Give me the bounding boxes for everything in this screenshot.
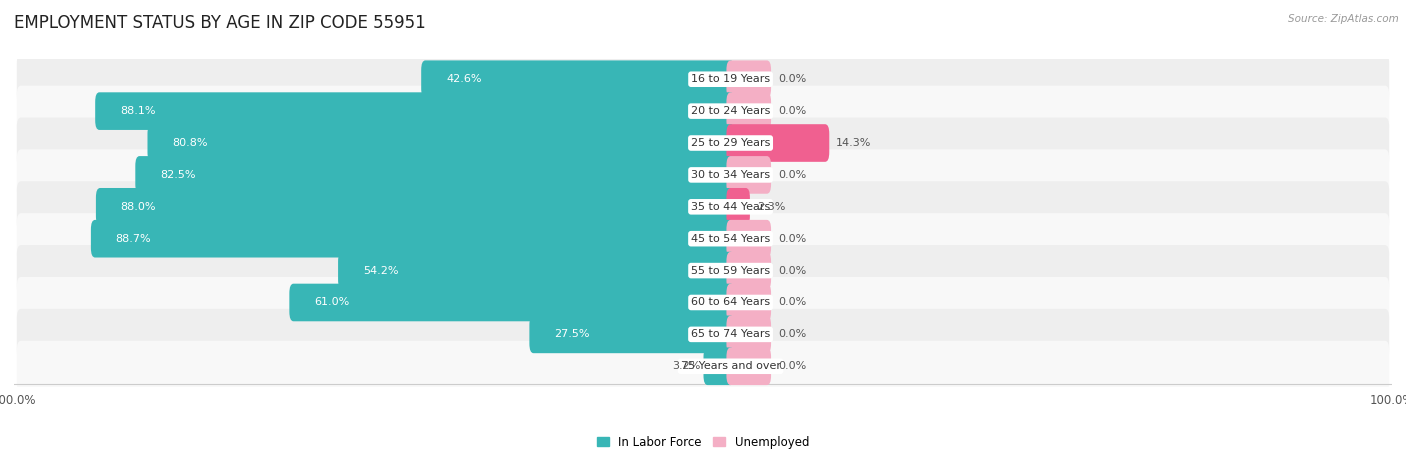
FancyBboxPatch shape — [96, 92, 735, 130]
FancyBboxPatch shape — [727, 284, 770, 321]
Text: 88.7%: 88.7% — [115, 234, 152, 244]
Text: 45 to 54 Years: 45 to 54 Years — [690, 234, 770, 244]
Text: 0.0%: 0.0% — [778, 329, 806, 339]
Text: 30 to 34 Years: 30 to 34 Years — [690, 170, 770, 180]
FancyBboxPatch shape — [17, 245, 1389, 296]
Text: 3.2%: 3.2% — [672, 361, 700, 371]
Text: 80.8%: 80.8% — [173, 138, 208, 148]
FancyBboxPatch shape — [135, 156, 735, 194]
FancyBboxPatch shape — [727, 92, 770, 130]
FancyBboxPatch shape — [17, 86, 1389, 137]
Text: 14.3%: 14.3% — [837, 138, 872, 148]
FancyBboxPatch shape — [703, 347, 735, 385]
FancyBboxPatch shape — [727, 188, 749, 225]
Text: 54.2%: 54.2% — [363, 266, 398, 275]
FancyBboxPatch shape — [337, 252, 735, 289]
Text: 88.0%: 88.0% — [121, 202, 156, 212]
FancyBboxPatch shape — [17, 213, 1389, 264]
Text: 0.0%: 0.0% — [778, 297, 806, 307]
Text: 0.0%: 0.0% — [778, 361, 806, 371]
Text: 16 to 19 Years: 16 to 19 Years — [690, 74, 770, 84]
Text: 27.5%: 27.5% — [554, 329, 589, 339]
FancyBboxPatch shape — [727, 347, 770, 385]
Text: 0.0%: 0.0% — [778, 74, 806, 84]
Text: 0.0%: 0.0% — [778, 234, 806, 244]
FancyBboxPatch shape — [17, 309, 1389, 360]
Text: 65 to 74 Years: 65 to 74 Years — [690, 329, 770, 339]
Text: 35 to 44 Years: 35 to 44 Years — [690, 202, 770, 212]
FancyBboxPatch shape — [290, 284, 735, 321]
FancyBboxPatch shape — [530, 315, 735, 353]
FancyBboxPatch shape — [727, 315, 770, 353]
FancyBboxPatch shape — [148, 124, 735, 162]
Text: 2.3%: 2.3% — [756, 202, 785, 212]
Text: Source: ZipAtlas.com: Source: ZipAtlas.com — [1288, 14, 1399, 23]
FancyBboxPatch shape — [727, 124, 830, 162]
Text: 0.0%: 0.0% — [778, 266, 806, 275]
Legend: In Labor Force, Unemployed: In Labor Force, Unemployed — [592, 431, 814, 450]
Text: 20 to 24 Years: 20 to 24 Years — [690, 106, 770, 116]
Text: 0.0%: 0.0% — [778, 106, 806, 116]
Text: 0.0%: 0.0% — [778, 170, 806, 180]
FancyBboxPatch shape — [422, 60, 735, 98]
FancyBboxPatch shape — [91, 220, 735, 257]
FancyBboxPatch shape — [17, 54, 1389, 105]
Text: 55 to 59 Years: 55 to 59 Years — [690, 266, 770, 275]
FancyBboxPatch shape — [727, 252, 770, 289]
Text: 25 to 29 Years: 25 to 29 Years — [690, 138, 770, 148]
FancyBboxPatch shape — [17, 181, 1389, 232]
FancyBboxPatch shape — [17, 341, 1389, 392]
FancyBboxPatch shape — [727, 220, 770, 257]
Text: 61.0%: 61.0% — [314, 297, 350, 307]
Text: 42.6%: 42.6% — [446, 74, 481, 84]
FancyBboxPatch shape — [17, 277, 1389, 328]
Text: EMPLOYMENT STATUS BY AGE IN ZIP CODE 55951: EMPLOYMENT STATUS BY AGE IN ZIP CODE 559… — [14, 14, 426, 32]
Text: 60 to 64 Years: 60 to 64 Years — [690, 297, 770, 307]
FancyBboxPatch shape — [727, 60, 770, 98]
Text: 75 Years and over: 75 Years and over — [681, 361, 780, 371]
FancyBboxPatch shape — [17, 149, 1389, 200]
FancyBboxPatch shape — [96, 188, 735, 225]
FancyBboxPatch shape — [17, 117, 1389, 169]
FancyBboxPatch shape — [727, 156, 770, 194]
Text: 88.1%: 88.1% — [120, 106, 156, 116]
Text: 82.5%: 82.5% — [160, 170, 195, 180]
